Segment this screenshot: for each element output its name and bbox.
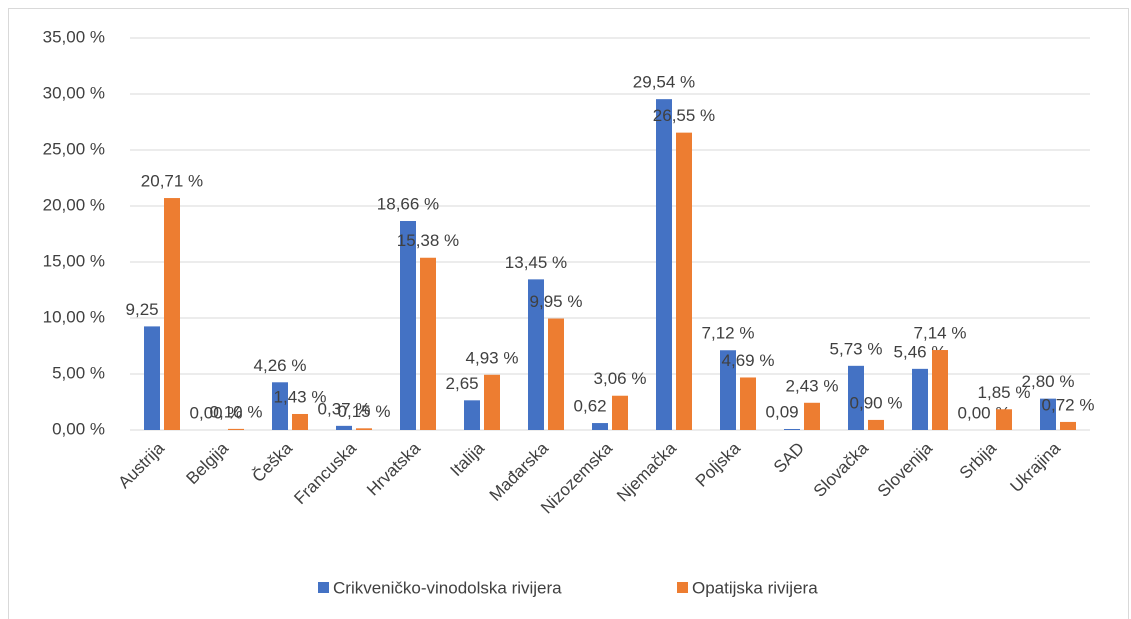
x-tick-label: SAD xyxy=(770,439,808,477)
bar xyxy=(272,382,288,430)
value-label: 0,72 % xyxy=(1042,395,1095,414)
legend-label: Opatijska rivijera xyxy=(692,578,818,597)
bar xyxy=(464,400,480,430)
x-tick-label: Poljska xyxy=(692,438,745,491)
value-label: 26,55 % xyxy=(653,106,715,125)
legend-label: Crikveničko-vinodolska rivijera xyxy=(333,578,562,597)
bar xyxy=(656,99,672,430)
bar xyxy=(528,279,544,430)
y-tick-label: 35,00 % xyxy=(43,27,105,46)
value-label: 1,85 % xyxy=(978,383,1031,402)
y-tick-label: 25,00 % xyxy=(43,139,105,158)
bar xyxy=(592,423,608,430)
x-tick-label: Belgija xyxy=(182,438,232,488)
bar xyxy=(1040,398,1056,430)
bar xyxy=(336,425,352,430)
bar xyxy=(1060,421,1076,430)
value-label: 2,80 % xyxy=(1022,372,1075,391)
x-tick-label: Italija xyxy=(447,438,489,480)
bar xyxy=(996,409,1012,430)
legend-swatch xyxy=(677,582,688,593)
bar xyxy=(164,198,180,430)
value-label: 2,43 % xyxy=(786,376,839,395)
bar xyxy=(356,428,372,430)
value-label: 29,54 % xyxy=(633,73,695,92)
value-label: 7,14 % xyxy=(914,324,967,343)
x-tick-label: Srbija xyxy=(956,438,1001,483)
bar xyxy=(720,350,736,430)
value-label: 0,00 % xyxy=(190,403,243,422)
bar xyxy=(612,395,628,430)
bar xyxy=(292,413,308,430)
x-tick-label: Slovenija xyxy=(874,438,937,501)
y-tick-label: 0,00 % xyxy=(52,419,105,438)
x-tick-label: Češka xyxy=(248,438,296,486)
y-tick-label: 30,00 % xyxy=(43,83,105,102)
x-tick-label: Ukrajina xyxy=(1006,438,1064,496)
x-tick-label: Austrija xyxy=(114,438,168,492)
value-label: 7,12 % xyxy=(702,324,755,343)
value-label: 13,45 % xyxy=(505,253,567,272)
x-tick-label: Njemačka xyxy=(613,438,680,505)
bar xyxy=(912,368,928,430)
x-tick-label: Mađarska xyxy=(486,438,553,505)
value-label: 0,10 % xyxy=(210,402,263,421)
value-label: 0,37 % xyxy=(318,399,371,418)
legend-swatch xyxy=(318,582,329,593)
x-tick-label: Hrvatska xyxy=(363,438,424,499)
bar xyxy=(420,257,436,430)
y-tick-label: 20,00 % xyxy=(43,195,105,214)
value-label: 4,93 % xyxy=(466,348,519,367)
bar xyxy=(784,428,800,430)
bar xyxy=(932,350,948,430)
value-label: 9,95 % xyxy=(530,292,583,311)
bar xyxy=(400,221,416,430)
bar xyxy=(740,377,756,430)
bar xyxy=(848,365,864,430)
value-label: 4,69 % xyxy=(722,351,775,370)
value-label: 20,71 % xyxy=(141,172,203,191)
value-label: 3,06 % xyxy=(594,369,647,388)
y-tick-label: 10,00 % xyxy=(43,307,105,326)
y-tick-label: 5,00 % xyxy=(52,363,105,382)
value-label: 4,26 % xyxy=(254,356,307,375)
bar xyxy=(676,132,692,430)
bar xyxy=(548,318,564,430)
bar xyxy=(868,419,884,430)
chart-border xyxy=(8,8,1129,619)
value-label: 18,66 % xyxy=(377,194,439,213)
bar xyxy=(144,326,160,430)
bar xyxy=(484,374,500,430)
value-label: 5,73 % xyxy=(830,339,883,358)
x-tick-label: Francuska xyxy=(290,438,360,508)
y-tick-label: 15,00 % xyxy=(43,251,105,270)
value-label: 1,43 % xyxy=(274,387,327,406)
value-label: 0,15 % xyxy=(338,402,391,421)
value-label: 15,38 % xyxy=(397,231,459,250)
bar xyxy=(804,402,820,430)
bar xyxy=(228,428,244,430)
value-label: 0,90 % xyxy=(850,393,903,412)
x-tick-label: Slovačka xyxy=(810,438,873,501)
